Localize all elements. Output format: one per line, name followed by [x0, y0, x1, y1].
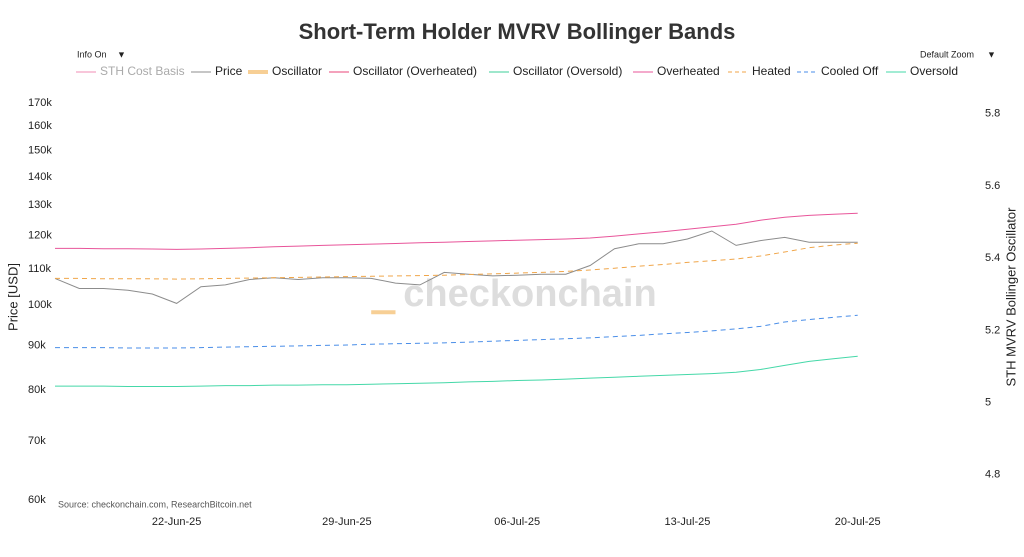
source: Source: checkonchain.com, ResearchBitcoi…	[58, 499, 252, 509]
legend-label[interactable]: Oscillator (Overheated)	[353, 64, 477, 78]
watermark: checkonchain	[403, 273, 656, 315]
legend-label[interactable]: Oversold	[910, 64, 958, 78]
y2-tick-label: 5.2	[985, 324, 1000, 336]
zoom-toggle[interactable]: Default Zoom	[920, 49, 974, 59]
y-tick-label: 140k	[28, 171, 52, 183]
series-line	[55, 242, 858, 280]
x-tick-label: 22-Jun-25	[152, 516, 202, 528]
x-tick-label: 20-Jul-25	[835, 516, 881, 528]
series-line	[55, 355, 858, 387]
y2-tick-label: 5	[985, 396, 991, 408]
y-axis-title: Price [USD]	[5, 263, 20, 331]
info-toggle[interactable]: Info On	[77, 49, 107, 59]
y-tick-label: 150k	[28, 145, 52, 157]
x-tick-label: 06-Jul-25	[494, 516, 540, 528]
legend-label[interactable]: Oscillator (Oversold)	[513, 64, 622, 78]
y2-tick-label: 4.8	[985, 469, 1000, 481]
x-tick-label: 13-Jul-25	[665, 516, 711, 528]
y-tick-label: 110k	[28, 263, 52, 275]
y-tick-label: 160k	[28, 120, 52, 132]
y-tick-label: 60k	[28, 494, 46, 506]
y-tick-label: 80k	[28, 384, 46, 396]
y-tick-label: 120k	[28, 230, 52, 242]
y2-tick-label: 5.8	[985, 108, 1000, 120]
legend-label[interactable]: STH Cost Basis	[100, 64, 185, 78]
y-tick-label: 170k	[28, 97, 52, 109]
legend-label[interactable]: Overheated	[657, 64, 720, 78]
chart-title: Short-Term Holder MVRV Bollinger Bands	[299, 19, 736, 44]
legend-label[interactable]: Heated	[752, 64, 791, 78]
y-tick-label: 70k	[28, 435, 46, 447]
series-line	[54, 230, 858, 304]
info-arrow[interactable]: ▼	[117, 49, 126, 59]
y2-tick-label: 5.4	[985, 252, 1000, 264]
legend-label[interactable]: Price	[215, 64, 243, 78]
legend-label[interactable]: Oscillator	[272, 64, 322, 78]
series-line	[55, 212, 858, 250]
y2-axis-title: STH MVRV Bollinger Oscillator	[1003, 207, 1018, 387]
y-tick-label: 130k	[28, 199, 52, 211]
y2-tick-label: 5.6	[985, 180, 1000, 192]
y-tick-label: 90k	[28, 339, 46, 351]
legend-label[interactable]: Cooled Off	[821, 64, 879, 78]
x-tick-label: 29-Jun-25	[322, 516, 372, 528]
series-line	[55, 314, 858, 349]
zoom-arrow[interactable]: ▼	[987, 49, 996, 59]
y-tick-label: 100k	[28, 299, 52, 311]
